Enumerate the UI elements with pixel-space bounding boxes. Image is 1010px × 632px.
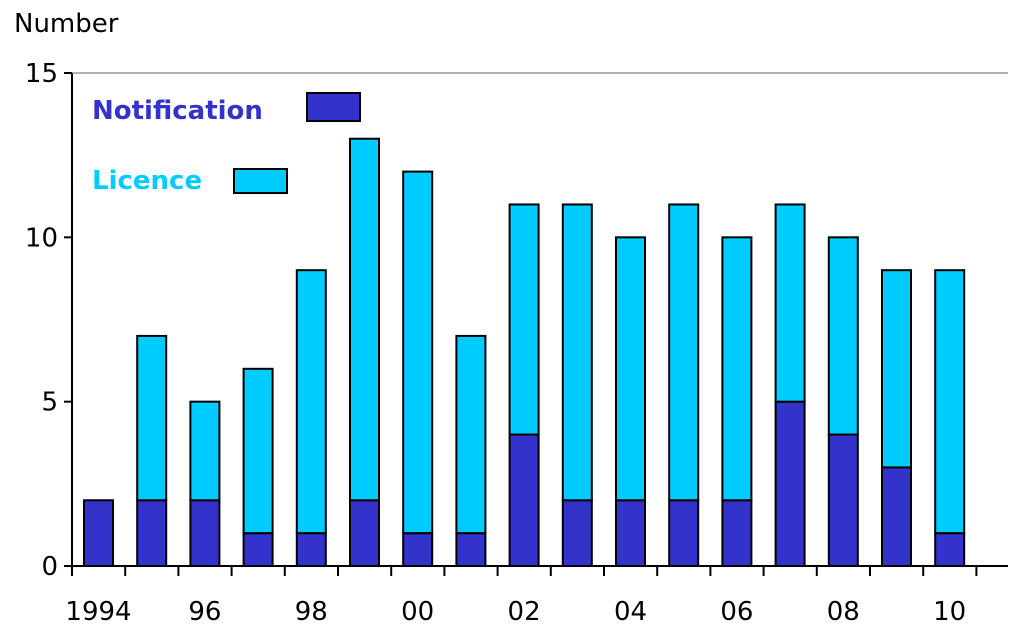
y-tick-label-0: 0: [41, 552, 58, 582]
bar-notification-1996: [189, 499, 221, 567]
bar-licence-2007: [774, 203, 806, 403]
bar-notification-2001: [455, 532, 487, 568]
y-tick-label-10: 10: [25, 223, 58, 253]
bar-notification-1998: [295, 532, 327, 568]
bar-notification-2005: [668, 499, 700, 567]
bars-layer: [83, 137, 966, 568]
bar-notification-1994: [83, 499, 114, 567]
bar-notification-2008: [827, 433, 859, 567]
bar-licence-1995: [136, 334, 168, 502]
bar-licence-1997: [242, 367, 274, 535]
bar-licence-2008: [827, 236, 859, 436]
x-tick-label-2000: 00: [401, 597, 434, 627]
legend-label-notification: Notification: [92, 96, 263, 126]
legend-swatch-notification: [306, 92, 361, 122]
bar-notification-2003: [561, 499, 593, 567]
y-tick-label-15: 15: [25, 59, 58, 89]
bar-licence-2005: [668, 203, 700, 502]
x-tick-label-1998: 98: [295, 597, 328, 627]
bar-licence-1999: [349, 137, 380, 502]
bar-notification-2010: [934, 532, 966, 568]
bar-licence-2010: [934, 269, 966, 535]
bar-notification-2000: [402, 532, 434, 568]
x-tick-label-2010: 10: [933, 597, 966, 627]
bar-licence-2004: [615, 236, 646, 502]
x-tick-label-2002: 02: [508, 597, 541, 627]
x-tick-label-2006: 06: [720, 597, 753, 627]
bar-licence-1998: [295, 269, 327, 535]
y-axis-title: Number: [14, 9, 119, 39]
bar-notification-2006: [721, 499, 753, 567]
bar-notification-1999: [349, 499, 380, 567]
bar-licence-2003: [561, 203, 593, 502]
bar-licence-2006: [721, 236, 753, 502]
y-tick-label-5: 5: [41, 388, 58, 418]
bar-notification-2007: [774, 400, 806, 567]
bar-notification-2002: [508, 433, 540, 567]
x-tick-label-2008: 08: [827, 597, 860, 627]
bar-licence-2002: [508, 203, 540, 436]
bar-licence-2009: [881, 269, 912, 469]
legend: Notification Licence: [92, 92, 361, 196]
bar-notification-1997: [242, 532, 274, 568]
bar-notification-2004: [615, 499, 646, 567]
x-tick-label-1994: 1994: [65, 597, 131, 627]
bar-licence-2001: [455, 334, 487, 535]
axes-layer: 0 5 10 15 1994 96 98 00 02 04 06 08 10: [25, 59, 1008, 627]
bar-licence-2000: [402, 170, 434, 535]
x-tick-label-1996: 96: [188, 597, 221, 627]
bar-notification-1995: [136, 499, 168, 567]
legend-label-licence: Licence: [92, 166, 202, 196]
legend-swatch-licence: [233, 168, 288, 194]
x-tick-label-2004: 04: [614, 597, 647, 627]
bar-licence-1996: [189, 400, 221, 502]
bar-notification-2009: [881, 466, 912, 567]
